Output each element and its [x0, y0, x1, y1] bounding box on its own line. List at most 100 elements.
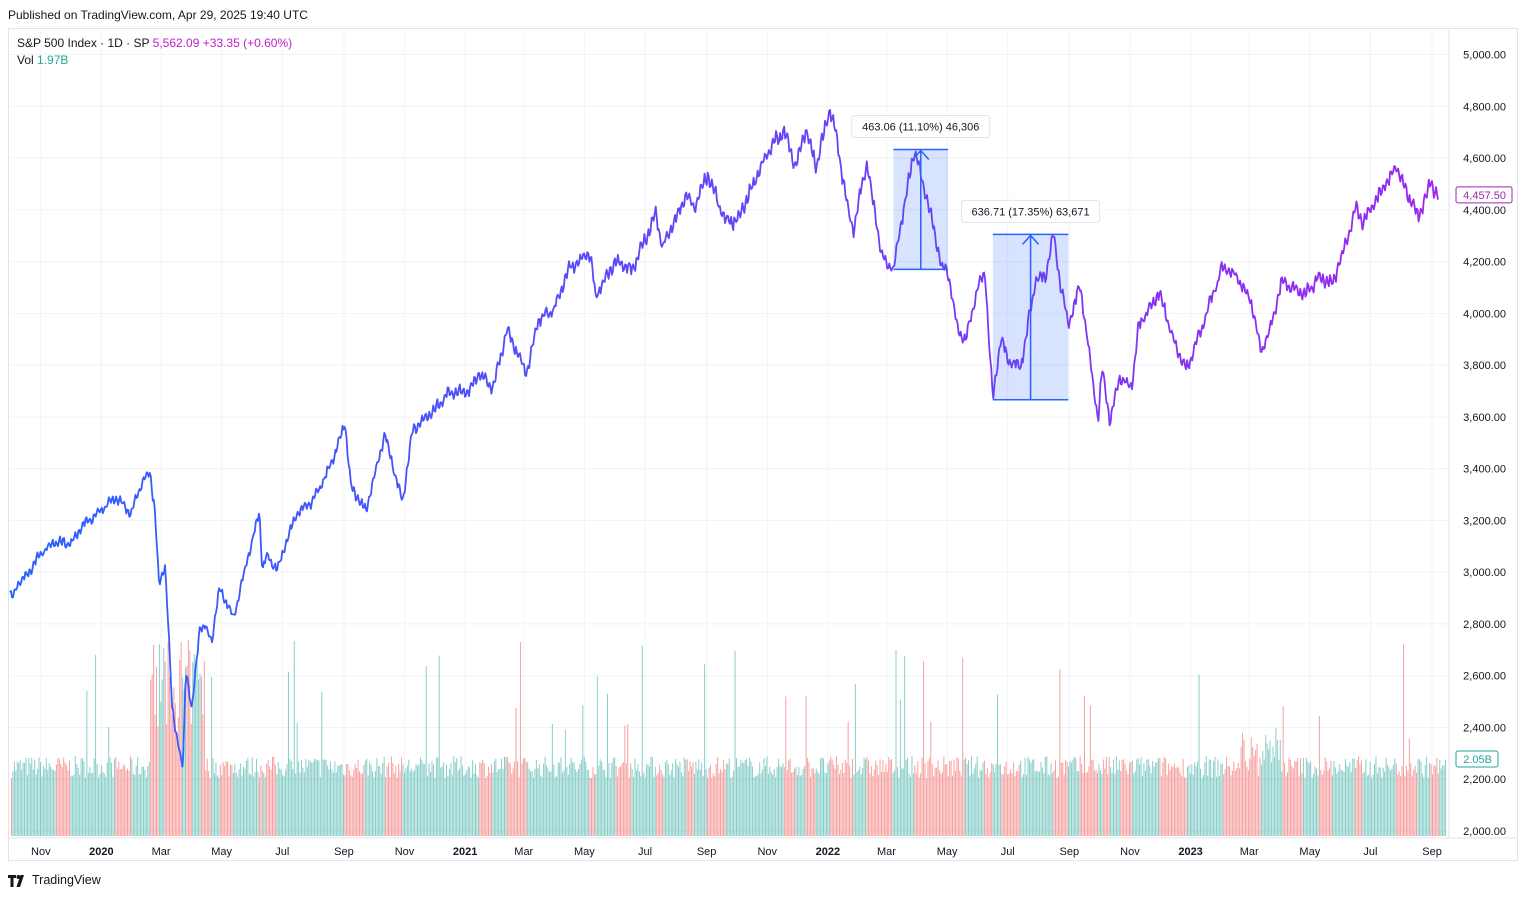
volume-bar	[451, 774, 453, 836]
volume-bar	[1391, 768, 1393, 836]
volume-bar	[269, 766, 271, 836]
y-tick-label: 4,000.00	[1463, 308, 1506, 320]
volume-bar	[402, 764, 404, 836]
volume-bar	[118, 761, 120, 836]
volume-bar	[792, 772, 794, 836]
x-tick-label: Jul	[1363, 846, 1377, 858]
volume-bar	[770, 772, 772, 836]
volume-bar	[989, 772, 991, 836]
volume-bar	[940, 774, 942, 836]
volume-bar	[949, 760, 951, 836]
volume-bar	[1407, 770, 1409, 836]
volume-bar	[1082, 773, 1084, 836]
volume-bar	[29, 763, 31, 836]
volume-bar	[1227, 765, 1229, 836]
volume-bar	[186, 665, 188, 836]
x-axis[interactable]: Nov 2020 Mar May Jul Sep Nov 2021 Mar May Jul Sep No…	[8, 837, 1517, 858]
volume-bar	[1121, 759, 1123, 836]
volume-bar	[1126, 770, 1128, 836]
volume-bar	[196, 653, 198, 836]
volume-bar	[199, 673, 201, 836]
volume-bar	[724, 769, 726, 836]
volume-bar	[69, 760, 70, 836]
volume-label[interactable]: Vol	[17, 53, 34, 67]
volume-bar	[488, 766, 490, 836]
volume-bar	[843, 773, 845, 836]
y-tick-label: 3,200.00	[1463, 515, 1506, 527]
volume-bar	[908, 773, 910, 836]
volume-bar	[1098, 764, 1100, 836]
volume-bar	[1079, 756, 1081, 836]
y-axis[interactable]: 2,000.00 2,200.00 2,400.00 2,600.00 2,800.00…	[1448, 30, 1513, 838]
footer-brand[interactable]: TradingView	[32, 873, 101, 887]
volume-bar	[419, 757, 421, 836]
volume-bar	[763, 758, 765, 836]
volume-bar	[448, 769, 450, 836]
volume-bar	[579, 763, 581, 836]
volume-bar	[837, 764, 839, 836]
volume-bar	[928, 757, 930, 836]
volume-bar	[1316, 768, 1317, 836]
volume-bar	[245, 760, 247, 836]
volume-bar	[302, 767, 304, 836]
volume-bar	[807, 757, 809, 836]
volume-bar	[1181, 776, 1183, 836]
volume-bar	[883, 772, 885, 836]
volume-bar	[254, 772, 256, 836]
volume-bar	[624, 725, 626, 836]
volume-bar	[963, 759, 965, 836]
volume-bar	[946, 764, 948, 836]
volume-bar	[809, 776, 811, 836]
volume-bar	[119, 769, 121, 836]
volume-bar	[490, 763, 492, 836]
volume-bar	[1237, 763, 1239, 836]
volume-bar	[1249, 758, 1251, 836]
volume-bar	[924, 763, 926, 836]
volume-bar	[1432, 774, 1433, 836]
volume-bar	[812, 768, 814, 836]
volume-bar	[1394, 758, 1396, 836]
volume-bar	[115, 757, 117, 836]
volume-bar	[1099, 770, 1101, 836]
volume-bar	[48, 763, 50, 836]
volume-bar	[1423, 777, 1425, 836]
volume-bar	[789, 758, 791, 836]
volume-bar	[1326, 761, 1328, 836]
volume-bar	[261, 770, 263, 836]
volume-bar	[86, 690, 88, 836]
volume-bar	[434, 777, 436, 836]
volume-bar	[1139, 764, 1141, 836]
volume-bar	[1117, 769, 1119, 836]
y-tick-label: 2,600.00	[1463, 671, 1506, 683]
volume-bar	[193, 654, 195, 836]
volume-bar	[1247, 770, 1249, 836]
volume-bar	[830, 756, 832, 836]
volume-bar	[1365, 759, 1367, 836]
volume-bar	[1211, 777, 1213, 836]
volume-bar	[570, 757, 572, 836]
volume-bar	[1057, 776, 1059, 836]
symbol-label[interactable]: S&P 500 Index · 1D · SP	[17, 36, 150, 50]
volume-bar	[1279, 739, 1281, 836]
volume-bar	[296, 723, 298, 836]
volume-bar	[936, 767, 938, 836]
volume-bar	[566, 766, 568, 836]
volume-bar	[1097, 773, 1099, 836]
tradingview-logo-icon[interactable]	[8, 874, 28, 887]
volume-bar	[847, 721, 849, 836]
volume-bar	[567, 774, 569, 836]
volume-bar	[1149, 765, 1151, 836]
volume-bar	[915, 773, 917, 836]
volume-bar	[551, 723, 553, 836]
volume-bar	[1358, 756, 1360, 836]
volume-bar	[132, 773, 134, 836]
volume-bar	[276, 774, 278, 836]
volume-bar	[504, 756, 505, 836]
volume-bar	[744, 760, 746, 836]
volume-bar	[177, 717, 179, 836]
volume-bar	[324, 759, 326, 836]
volume-bar	[31, 757, 33, 836]
volume-bar	[1433, 764, 1435, 836]
volume-bar	[627, 724, 629, 836]
